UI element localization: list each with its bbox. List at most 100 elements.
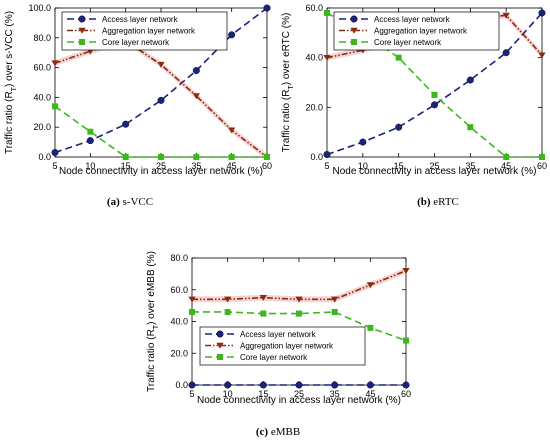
x-tick-label: 60 [401, 389, 411, 399]
legend-marker-aggregation [78, 27, 86, 34]
aggregation-point [228, 127, 236, 134]
aggregation-point [331, 296, 339, 303]
legend: Access layer network Aggregation layer ne… [61, 11, 228, 51]
x-tick-label: 35 [191, 161, 201, 171]
legend-marker-access [78, 15, 86, 23]
core-point [122, 154, 129, 160]
access-point [538, 9, 546, 17]
legend-label-access: Access layer network [240, 330, 317, 339]
core-point [403, 337, 409, 344]
aggregation-point [157, 61, 165, 68]
aggregation-point [51, 60, 59, 67]
x-axis-label: Node connectivity in access layer networ… [197, 395, 401, 406]
core-point [324, 9, 330, 16]
legend-label-aggregation: Aggregation layer network [102, 27, 196, 36]
core-point [296, 310, 302, 317]
access-point [366, 381, 374, 389]
access-point [86, 137, 94, 145]
y-tick-label: 20.0 [33, 122, 51, 132]
x-tick-label: 25 [156, 161, 166, 171]
legend-label-access: Access layer network [102, 15, 179, 24]
core-point [395, 54, 402, 61]
x-tick-label: 5 [189, 389, 194, 399]
y-axis-label: Traffic ratio (RT) over eMBB (%) [146, 251, 160, 392]
access-point [192, 67, 200, 75]
x-tick-label: 35 [330, 389, 340, 399]
legend-label-aggregation: Aggregation layer network [240, 342, 334, 351]
x-tick-label: 60 [262, 161, 272, 171]
core-point [431, 91, 438, 98]
x-tick-label: 45 [227, 161, 237, 171]
x-tick-label: 60 [537, 161, 547, 171]
access-point [431, 101, 439, 109]
core-point [228, 154, 235, 160]
x-tick-label: 5 [52, 161, 57, 171]
aggregation-point [366, 282, 374, 289]
aggregation-point [323, 54, 331, 61]
legend: Access layer network Aggregation layer ne… [333, 11, 500, 51]
legend-marker-aggregation [350, 27, 358, 34]
legend-marker-access [350, 15, 358, 23]
x-tick-label: 45 [365, 389, 375, 399]
legend-label-aggregation: Aggregation layer network [374, 27, 468, 36]
y-tick-label: 100.0 [28, 3, 51, 13]
access-point [323, 151, 331, 159]
aggregation-point [192, 93, 200, 100]
plot-frame [191, 257, 407, 386]
x-tick-label: 45 [501, 161, 511, 171]
access-point [259, 381, 267, 389]
y-tick-label: 60.0 [305, 3, 323, 13]
access-point [466, 76, 474, 84]
aggregation-point [295, 296, 303, 303]
core-point [52, 103, 58, 110]
y-tick-label: 0.0 [175, 380, 188, 390]
access-point [502, 49, 510, 57]
core-point [158, 154, 164, 160]
y-tick-label: 80.0 [170, 253, 188, 263]
aggregation-point [259, 294, 267, 301]
y-axis-label: Traffic ratio (RT) over eRTC (%) [281, 13, 295, 153]
access-point [224, 381, 232, 389]
legend-marker-access [216, 330, 224, 338]
x-axis-label: Node connectivity in access layer networ… [59, 166, 263, 177]
legend-marker-core [79, 39, 85, 45]
legend-label-core: Core layer network [240, 353, 308, 362]
y-tick-label: 40.0 [33, 92, 51, 102]
x-tick-label: 15 [121, 161, 131, 171]
core-point [224, 308, 231, 315]
access-point [359, 138, 367, 146]
core-point [260, 310, 267, 317]
access-point [402, 381, 410, 389]
x-tick-label: 25 [294, 389, 304, 399]
core-point [189, 308, 195, 315]
access-point [157, 96, 165, 104]
x-tick-label: 15 [394, 161, 404, 171]
aggregation-point [538, 52, 546, 59]
y-tick-label: 20.0 [305, 102, 323, 112]
access-point [122, 120, 130, 128]
legend: Access layer network Aggregation layer ne… [199, 326, 366, 366]
core-point [331, 308, 338, 315]
aggregation-point [502, 12, 510, 19]
panel-caption: (b) eRTC [417, 196, 459, 208]
y-tick-label: 0.0 [38, 152, 51, 162]
core-point [264, 154, 270, 160]
access-point [228, 31, 236, 39]
access-point [263, 4, 271, 12]
y-tick-label: 20.0 [170, 348, 188, 358]
chart-panel-1: 0.0 20.0 40.0 60.0 80.0 100.0 5 10 15 25 35 45 60Nod… [4, 3, 272, 208]
aggregation-band [192, 267, 406, 303]
y-tick-label: 60.0 [170, 285, 188, 295]
access-point [331, 381, 339, 389]
y-tick-label: 0.0 [310, 152, 323, 162]
access-point [188, 381, 196, 389]
legend-marker-aggregation [216, 342, 224, 349]
x-tick-label: 25 [429, 161, 439, 171]
core-point [367, 324, 374, 331]
core-point [193, 154, 200, 160]
access-point [51, 149, 59, 157]
access-point [295, 381, 303, 389]
y-tick-label: 60.0 [33, 63, 51, 73]
aggregation-point [224, 296, 232, 303]
